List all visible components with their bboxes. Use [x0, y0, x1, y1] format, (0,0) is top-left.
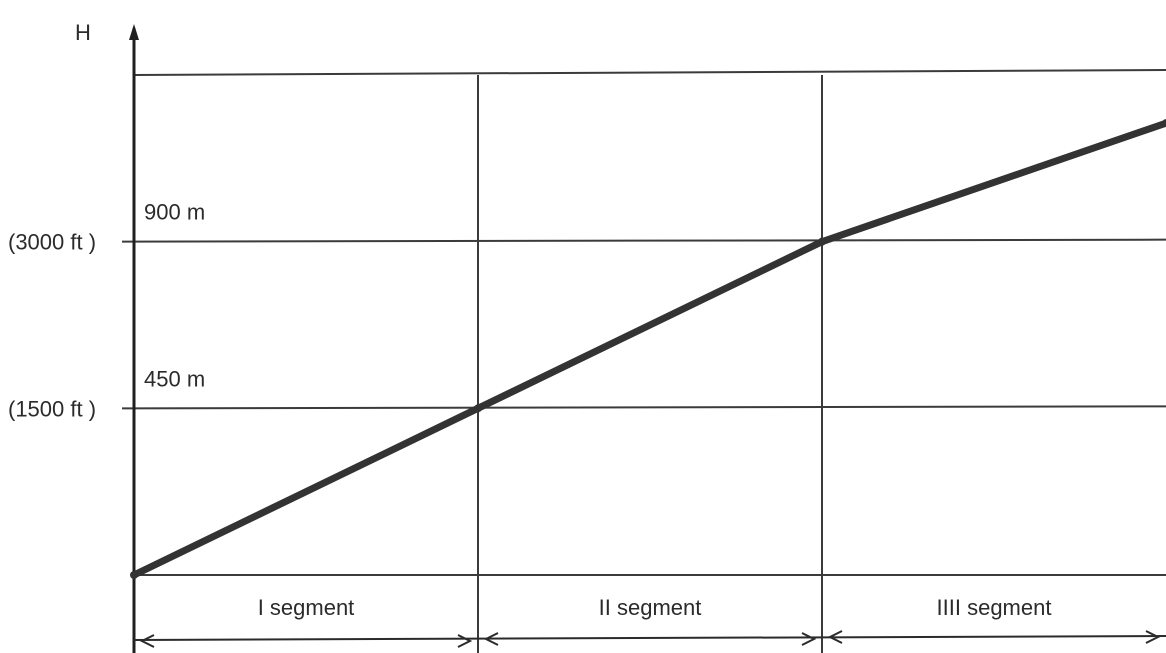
- y-gridline-450: [121, 405, 1166, 410]
- profile-point-0: [130, 571, 138, 579]
- axis-layer: [129, 24, 139, 653]
- segment-arrow-left-3: [827, 630, 843, 644]
- segment-label-2: II segment: [599, 595, 702, 620]
- segment-arrow-right-1: [457, 634, 473, 648]
- y-axis-arrow: [129, 24, 139, 40]
- segment-arrow-left-1: [139, 634, 155, 648]
- segment-label-1: I segment: [258, 595, 355, 620]
- climb-profile-line-0: [130, 119, 1166, 579]
- y-tick-alt-label-3000ft: (3000 ft ): [8, 230, 96, 255]
- y-axis-title: H: [75, 20, 91, 45]
- segment-label-3: IIII segment: [937, 595, 1052, 620]
- segment-arrow-right-2: [801, 632, 817, 646]
- series-layer: [130, 119, 1166, 579]
- segment-arrow-left-2: [483, 632, 499, 646]
- y-tick-alt-label-1500ft: (1500 ft ): [8, 396, 96, 421]
- y-gridline-900: [121, 238, 1166, 243]
- y-tick-label-450: 450 m: [144, 366, 205, 391]
- y-tick-label-900: 900 m: [144, 200, 205, 225]
- segment-dimension-layer: [133, 630, 1166, 648]
- grid-layer: [121, 69, 1166, 653]
- segment-dimension-line: [133, 635, 1166, 641]
- profile-point-1: [474, 404, 482, 413]
- segment-arrow-right-3: [1145, 630, 1161, 644]
- top-border-line: [133, 69, 1166, 76]
- profile-point-3: [1162, 119, 1166, 128]
- profile-point-2: [818, 237, 826, 246]
